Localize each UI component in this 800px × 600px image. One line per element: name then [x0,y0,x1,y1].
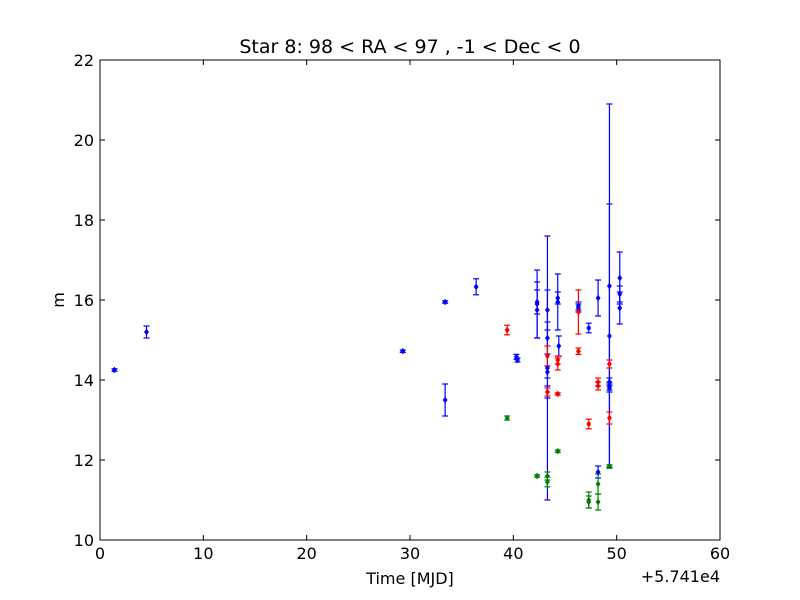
y-tick-label: 14 [74,371,94,390]
data-point [544,352,550,360]
plot-frame [99,59,721,541]
x-tick-label: 30 [400,544,420,563]
y-tick-label: 18 [74,211,94,230]
data-point [544,306,550,314]
x-axis-label: Time [MJD] [365,569,454,588]
data-point [617,304,623,312]
data-point [606,360,612,368]
data-point [606,384,612,392]
y-tick-label: 12 [74,451,94,470]
x-offset-label: +5.741e4 [641,567,720,586]
data-point [595,468,601,476]
data-point [575,347,581,355]
y-tick-label: 16 [74,291,94,310]
x-tick-label: 20 [296,544,316,563]
data-point [555,447,561,455]
x-tick-label: 60 [710,544,730,563]
data-point [111,366,117,374]
data-point [595,498,601,506]
data-point [617,290,623,298]
y-tick-label: 20 [74,131,94,150]
data-point [400,347,406,355]
x-tick-label: 10 [193,544,213,563]
data-point [556,342,562,350]
data-point [544,478,550,486]
data-point [575,308,581,316]
x-tick-label: 50 [606,544,626,563]
data-point [534,306,540,314]
y-tick-label: 22 [74,51,94,70]
data-point [595,382,601,390]
data-point [617,274,623,282]
data-point [442,298,448,306]
data-point [606,332,612,340]
data-point [534,472,540,480]
errorbar-layer [111,103,623,511]
data-point [544,334,550,342]
data-point [595,480,601,488]
data-point [504,414,510,422]
data-point [514,356,520,364]
y-axis-label: m [49,292,68,308]
data-point [442,396,448,404]
data-point [143,328,150,336]
data-point [544,388,550,396]
data-point [606,282,612,290]
data-point [595,294,601,302]
x-tick-label: 0 [95,544,105,563]
data-point [555,360,561,368]
data-point [555,356,561,364]
data-point [586,498,592,506]
chart-title: Star 8: 98 < RA < 97 , -1 < Dec < 0 [239,36,580,58]
data-point [504,326,510,334]
data-point [555,294,561,302]
data-point [555,298,561,306]
data-point [586,420,592,428]
marker-layer [111,274,623,506]
data-point [555,390,561,398]
data-point [606,462,612,470]
y-tick-label: 10 [74,531,94,550]
data-point [586,324,592,332]
data-point [544,472,550,480]
data-point [473,283,479,291]
data-point [544,368,550,376]
data-point [534,298,540,306]
x-tick-label: 40 [503,544,523,563]
data-point [606,414,612,422]
